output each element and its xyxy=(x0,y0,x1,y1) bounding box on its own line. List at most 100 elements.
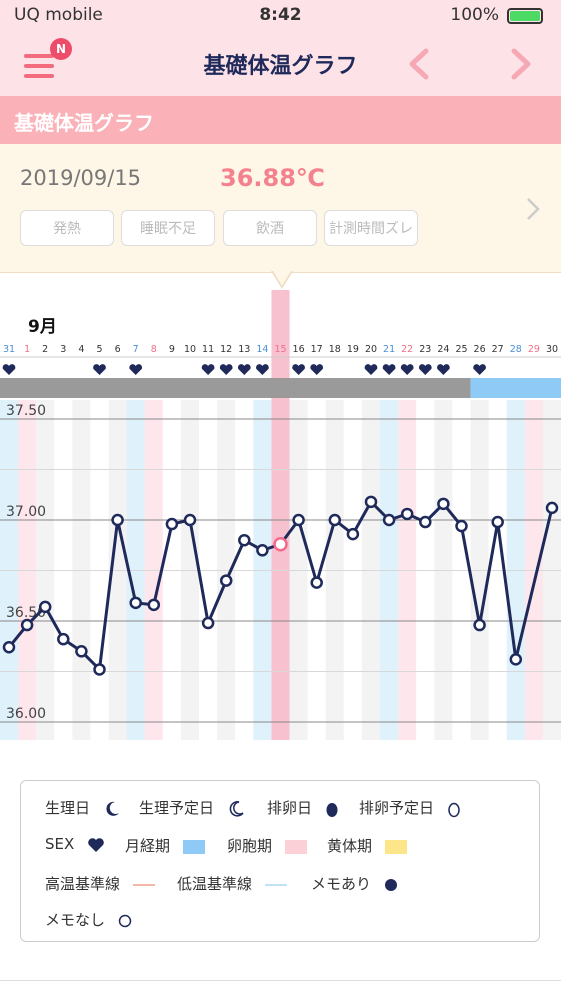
day-label: 16 xyxy=(293,344,305,355)
legend-label: 排卵予定日 xyxy=(359,799,435,817)
sex-heart-icon xyxy=(256,364,269,375)
legend-menstrual-phase: 月経期 xyxy=(125,835,205,856)
egg-filled-icon xyxy=(326,802,338,817)
y-tick-label: 37.00 xyxy=(6,504,46,520)
bbt-chart[interactable]: 31 1 2 3 4 5 6 7 8 9 10 11 12 13 14 15 16 17 18 19 20 21 22 23 2… xyxy=(0,290,561,745)
day-label: 3 xyxy=(60,344,66,355)
data-point xyxy=(111,513,124,527)
day-label: 11 xyxy=(202,344,214,355)
day-label: 26 xyxy=(474,344,486,355)
sex-heart-icon xyxy=(437,364,450,375)
heart-icon xyxy=(88,837,104,852)
day-label: 18 xyxy=(329,344,341,355)
legend-period: 生理日 xyxy=(45,797,121,818)
data-point xyxy=(201,616,215,630)
day-label: 10 xyxy=(184,344,196,355)
day-label: 21 xyxy=(383,344,395,355)
chevron-left-icon[interactable] xyxy=(406,48,430,80)
carrier-label: UQ mobile xyxy=(14,5,103,25)
legend-memo-yes: メモあり xyxy=(311,873,398,894)
legend-ovulation-predicted: 排卵予定日 xyxy=(359,797,461,818)
selected-day-highlight xyxy=(271,290,290,740)
data-point xyxy=(382,513,396,527)
legend-luteal-phase: 黄体期 xyxy=(327,835,407,856)
day-label: 31 xyxy=(3,344,15,355)
battery-icon xyxy=(507,8,543,24)
day-label: 27 xyxy=(492,344,504,355)
battery-percent: 100% xyxy=(450,5,499,25)
day-label: 15 xyxy=(274,344,286,355)
sex-heart-icon xyxy=(219,364,233,375)
detail-panel[interactable]: 2019/09/15 36.88℃ 発熱 睡眠不足 飲酒 計測時間ズレ xyxy=(0,144,561,273)
sex-heart-icon xyxy=(292,364,305,375)
legend-ovulation: 排卵日 xyxy=(267,797,339,818)
day-label: 14 xyxy=(256,344,268,355)
clock: 8:42 xyxy=(259,5,302,25)
panel-pointer-fill xyxy=(273,271,291,286)
period-bar xyxy=(0,378,471,398)
tag-alcohol: 飲酒 xyxy=(223,210,317,246)
day-label: 28 xyxy=(510,344,522,355)
day-label: 29 xyxy=(528,344,540,355)
selected-data-point xyxy=(273,536,288,552)
sex-heart-icon xyxy=(237,364,251,375)
data-point xyxy=(364,495,378,509)
data-point xyxy=(20,618,34,632)
day-label: 6 xyxy=(115,344,121,355)
day-label: 30 xyxy=(546,344,558,355)
sex-heart-icon xyxy=(418,364,432,375)
legend-swatch xyxy=(264,883,287,886)
tag-fever: 発熱 xyxy=(20,210,114,246)
data-point xyxy=(75,645,88,658)
legend-follicular-phase: 卵胞期 xyxy=(227,835,307,856)
legend-low-baseline: 低温基準線 xyxy=(177,873,287,894)
data-point xyxy=(256,544,269,557)
data-point xyxy=(328,513,342,527)
legend-label: メモなし xyxy=(45,911,106,929)
day-label: 1 xyxy=(24,344,30,355)
legend-period-predicted: 生理予定日 xyxy=(139,797,245,818)
day-label: 12 xyxy=(220,344,232,355)
day-label: 24 xyxy=(437,344,449,355)
memo-filled-icon xyxy=(384,878,397,891)
legend-label: 低温基準線 xyxy=(177,875,253,893)
data-point xyxy=(2,641,16,654)
sex-heart-icon xyxy=(201,364,215,375)
day-label: 5 xyxy=(96,344,102,355)
day-label: 2 xyxy=(42,344,48,355)
day-label: 9 xyxy=(169,344,175,355)
sex-heart-icon xyxy=(400,364,414,375)
day-label: 19 xyxy=(347,344,359,355)
sex-heart-icon xyxy=(364,364,378,375)
egg-outline-icon xyxy=(448,802,460,817)
data-point xyxy=(455,519,468,533)
legend-label: SEX xyxy=(45,835,75,853)
legend-swatch xyxy=(132,883,155,886)
day-label: 23 xyxy=(419,344,431,355)
chevron-right-icon[interactable] xyxy=(510,48,534,80)
month-label: 9月 xyxy=(28,317,57,337)
day-label: 17 xyxy=(311,344,323,355)
legend-swatch xyxy=(182,839,205,854)
menu-button[interactable] xyxy=(24,52,58,80)
data-point xyxy=(491,515,504,529)
data-point xyxy=(346,527,360,541)
day-label: 25 xyxy=(455,344,467,355)
page-title: 基礎体温グラフ xyxy=(203,54,358,79)
status-bar: UQ mobile 8:42 100% xyxy=(0,0,561,32)
sex-heart-icon xyxy=(129,364,143,375)
day-label: 8 xyxy=(151,344,157,355)
day-label: 13 xyxy=(238,344,250,355)
tag-measure-time-shift: 計測時間ズレ xyxy=(324,210,418,246)
sex-heart-icon xyxy=(473,364,486,375)
legend-swatch xyxy=(284,839,307,854)
chevron-right-icon[interactable] xyxy=(525,196,541,222)
day-label: 4 xyxy=(78,344,84,355)
legend-label: 生理日 xyxy=(45,799,91,817)
moon-outline-icon xyxy=(229,800,244,817)
section-title: 基礎体温グラフ xyxy=(14,111,154,135)
data-point xyxy=(400,507,414,521)
legend: 生理日 生理予定日 排卵日 排卵予定日 SEX 月経期 卵胞期 黄体期 高温基準… xyxy=(20,780,540,942)
data-point xyxy=(147,598,161,612)
data-point xyxy=(93,663,106,676)
